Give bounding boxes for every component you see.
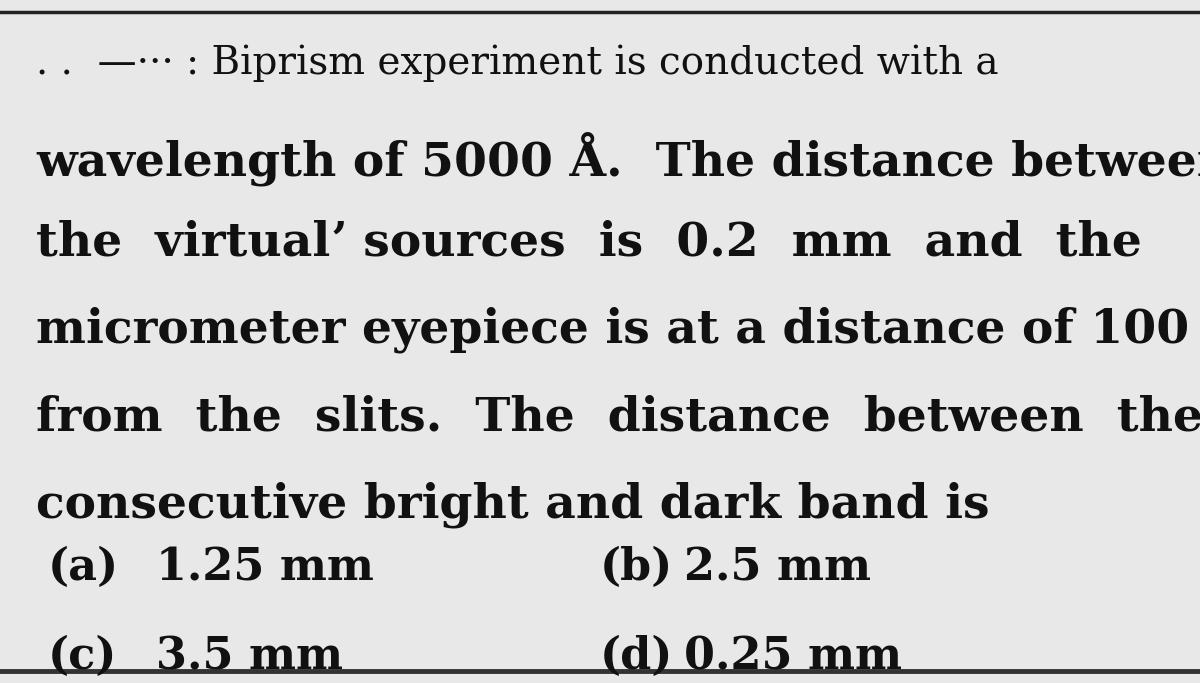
Text: (b): (b) — [600, 546, 673, 589]
Text: 0.25 mm: 0.25 mm — [684, 635, 902, 678]
Text: (a): (a) — [48, 546, 119, 589]
Text: 3.5 mm: 3.5 mm — [156, 635, 343, 678]
Text: 2.5 mm: 2.5 mm — [684, 546, 871, 589]
Text: (c): (c) — [48, 635, 118, 678]
Text: 1.25 mm: 1.25 mm — [156, 546, 374, 589]
Text: . .  —··· : Biprism experiment is conducted with a: . . —··· : Biprism experiment is conduct… — [36, 44, 998, 82]
Text: the  virtualʼ sources  is  0.2  mm  and  the: the virtualʼ sources is 0.2 mm and the — [36, 219, 1142, 265]
Text: from  the  slits.  The  distance  between  the: from the slits. The distance between the — [36, 394, 1200, 440]
Text: micrometer eyepiece is at a distance of 100 cm: micrometer eyepiece is at a distance of … — [36, 307, 1200, 353]
Text: wavelength of 5000 Å.  The distance between: wavelength of 5000 Å. The distance betwe… — [36, 132, 1200, 186]
Text: consecutive bright and dark band is: consecutive bright and dark band is — [36, 482, 990, 528]
Text: (d): (d) — [600, 635, 673, 678]
